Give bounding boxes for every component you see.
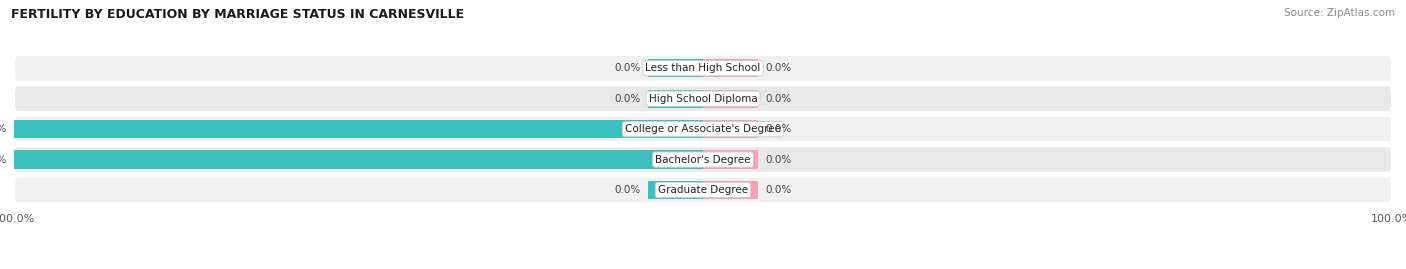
Text: College or Associate's Degree: College or Associate's Degree [626,124,780,134]
Bar [703,59,758,77]
Text: Graduate Degree: Graduate Degree [658,185,748,195]
Text: 0.0%: 0.0% [765,63,792,73]
FancyBboxPatch shape [14,116,1392,142]
Text: Bachelor's Degree: Bachelor's Degree [655,155,751,165]
Text: 0.0%: 0.0% [765,124,792,134]
Bar [648,181,703,199]
FancyBboxPatch shape [14,146,1392,173]
Text: 0.0%: 0.0% [765,94,792,104]
Text: Source: ZipAtlas.com: Source: ZipAtlas.com [1284,8,1395,18]
Text: 0.0%: 0.0% [614,185,641,195]
Text: Less than High School: Less than High School [645,63,761,73]
Bar [703,150,758,169]
FancyBboxPatch shape [14,177,1392,203]
Bar [703,90,758,108]
Bar [14,150,703,169]
Bar [14,120,703,138]
Bar [703,120,758,138]
Text: 0.0%: 0.0% [614,63,641,73]
Text: 0.0%: 0.0% [765,155,792,165]
Text: High School Diploma: High School Diploma [648,94,758,104]
Text: 100.0%: 100.0% [0,155,7,165]
Text: 0.0%: 0.0% [614,94,641,104]
FancyBboxPatch shape [14,86,1392,112]
Text: FERTILITY BY EDUCATION BY MARRIAGE STATUS IN CARNESVILLE: FERTILITY BY EDUCATION BY MARRIAGE STATU… [11,8,464,21]
Text: 0.0%: 0.0% [765,185,792,195]
Bar [703,181,758,199]
FancyBboxPatch shape [14,55,1392,82]
Bar [648,90,703,108]
Bar [648,59,703,77]
Text: 100.0%: 100.0% [0,124,7,134]
